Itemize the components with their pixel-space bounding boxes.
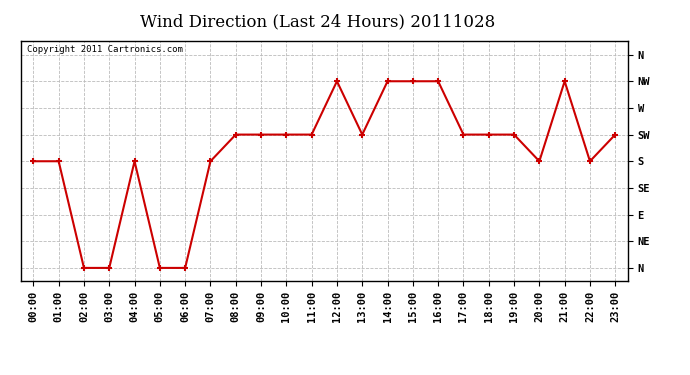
Text: Wind Direction (Last 24 Hours) 20111028: Wind Direction (Last 24 Hours) 20111028	[140, 13, 495, 30]
Text: Copyright 2011 Cartronics.com: Copyright 2011 Cartronics.com	[27, 45, 183, 54]
